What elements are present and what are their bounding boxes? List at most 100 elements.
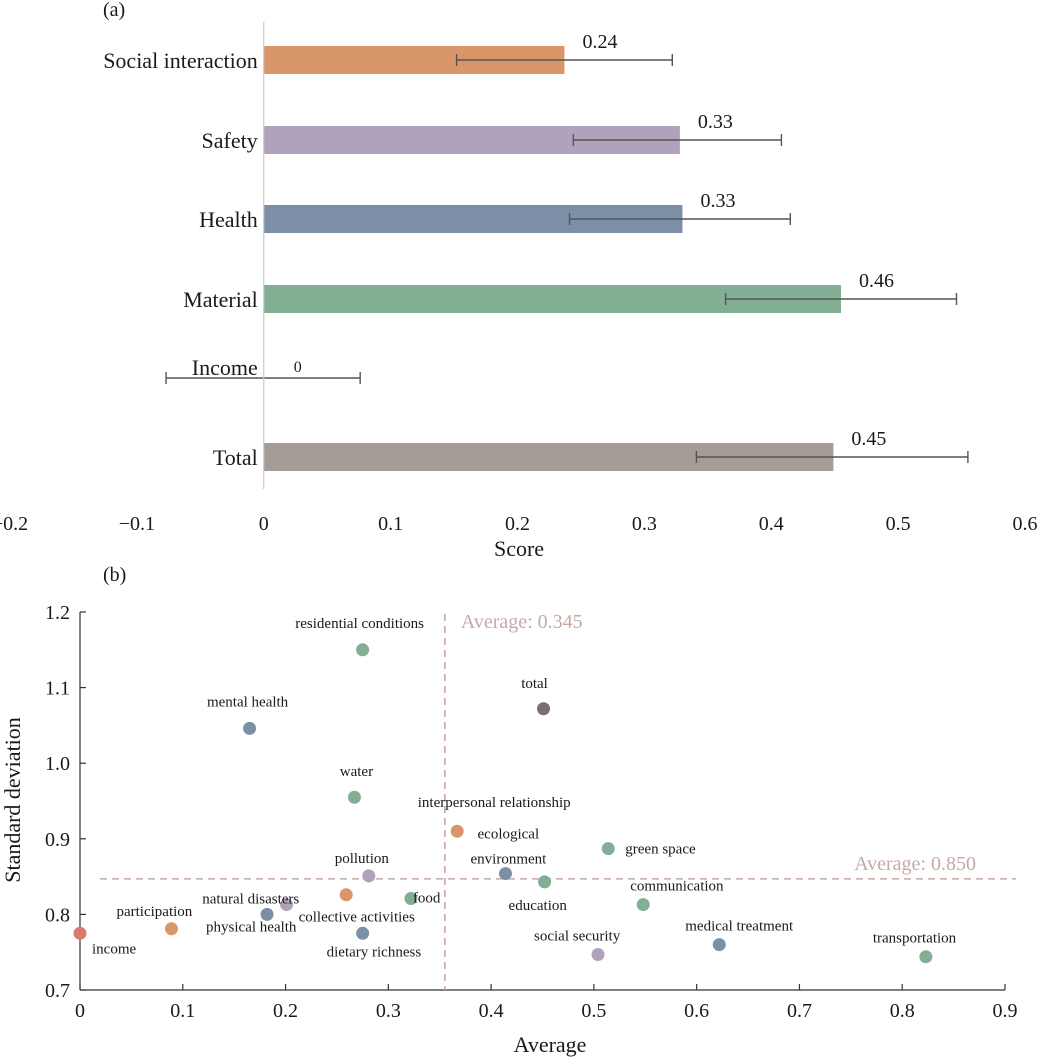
panel-a-bar-chart: (a) Social interaction 0.24 Safety 0.33 Heal… xyxy=(0,0,1038,561)
x-tick-label-b: 0 xyxy=(75,1000,85,1022)
value-label-safety: 0.33 xyxy=(698,111,733,133)
point-label-dietary-richness: dietary richness xyxy=(327,944,422,960)
point-social-security xyxy=(591,947,605,961)
x-tick-label-b: 0.2 xyxy=(273,1000,298,1022)
y-tick-label-b: 1.1 xyxy=(45,678,70,700)
point-interpersonal-relationship xyxy=(450,824,464,838)
point-ecological-environment xyxy=(499,867,512,881)
panel-b-label: (b) xyxy=(103,564,126,586)
bar-labels-group: Social interaction 0.24 Safety 0.33 Health 0.… xyxy=(103,31,894,470)
point-label-interpersonal-relationship: interpersonal relationship xyxy=(418,795,571,811)
y-tick-label-b: 1.2 xyxy=(45,602,70,624)
reference-lines: Average: 0.345 Average: 0.850 xyxy=(100,611,1016,990)
point-label-natural-disasters: natural disasters xyxy=(202,892,299,908)
error-bar-social-interaction xyxy=(455,54,673,66)
axes-b: 0 0.1 0.2 0.3 0.4 0.5 0.6 0.7 0.8 0.9 0.7 0.8 0.9 1.0… xyxy=(45,602,1018,1022)
point-label-food: food xyxy=(413,891,441,907)
error-bar-income xyxy=(165,372,361,384)
point-label-pollution: pollution xyxy=(335,851,390,867)
point-label-medical-treatment: medical treatment xyxy=(685,919,794,935)
point-natural-disasters xyxy=(339,888,353,902)
y-tick-label-b: 0.9 xyxy=(45,829,70,851)
x-tick-label-a: −0.2 xyxy=(0,513,28,535)
x-tick-label-a: 0.1 xyxy=(378,513,403,535)
error-bar-material xyxy=(724,293,958,305)
y-tick-label-b: 0.7 xyxy=(45,980,70,1002)
x-tick-label-a: 0 xyxy=(259,513,269,535)
error-bar-health xyxy=(568,213,791,225)
point-label-physical-health: physical health xyxy=(206,919,297,935)
point-label-residential-conditions: residential conditions xyxy=(295,616,424,632)
point-label-income: income xyxy=(92,941,136,957)
y-axis-title-b: Standard deviation xyxy=(0,717,25,883)
x-tick-label-a: 0.6 xyxy=(1013,513,1038,535)
category-label-material: Material xyxy=(183,287,258,312)
point-transportation xyxy=(919,950,933,964)
y-tick-label-b: 0.8 xyxy=(45,904,70,926)
point-label-mental-health: mental health xyxy=(207,694,289,710)
x-tick-label-b: 0.6 xyxy=(684,1000,709,1022)
bars-group xyxy=(263,46,842,471)
point-participation xyxy=(164,922,178,936)
point-label-social-security: social security xyxy=(534,928,621,944)
points-group xyxy=(73,643,933,964)
x-tick-label-a: −0.1 xyxy=(119,513,155,535)
point-water xyxy=(347,790,361,804)
point-total xyxy=(537,702,551,716)
error-bar-total xyxy=(695,451,969,463)
point-label-collective-activities: collective activities xyxy=(299,910,415,926)
category-label-total: Total xyxy=(213,445,258,470)
category-label-social-interaction: Social interaction xyxy=(103,48,258,73)
value-label-income: 0 xyxy=(294,359,302,376)
point-income xyxy=(73,926,87,940)
panel-a-label: (a) xyxy=(103,0,125,21)
point-label-total: total xyxy=(521,676,548,692)
x-tick-label-a: 0.2 xyxy=(505,513,530,535)
point-collective-activities xyxy=(280,898,294,912)
point-green-space xyxy=(601,842,615,856)
reference-label-vertical: Average: 0.345 xyxy=(461,611,583,633)
panel-b-scatter-plot: (b) 0 0.1 0.2 0.3 0.4 0.5 0.6 0.7 0.8 0.9 0.7 0.8 0.… xyxy=(0,564,1018,1057)
x-axis-title-a: Score xyxy=(494,536,544,561)
point-medical-treatment xyxy=(712,938,726,952)
point-dietary-richness xyxy=(356,926,370,940)
category-label-health: Health xyxy=(199,207,258,232)
point-label-education: education xyxy=(509,898,568,914)
point-label-green-space: green space xyxy=(625,842,696,858)
point-label-communication: communication xyxy=(630,879,724,895)
x-tick-label-a: 0.3 xyxy=(632,513,657,535)
x-tick-label-b: 0.4 xyxy=(479,1000,504,1022)
error-bars-group xyxy=(165,54,969,463)
point-labels-group: residential conditions total mental health… xyxy=(92,616,957,961)
reference-label-horizontal: Average: 0.850 xyxy=(854,853,976,875)
point-food xyxy=(404,892,418,906)
x-axis-title-b: Average xyxy=(514,1032,587,1057)
x-tick-label-b: 0.9 xyxy=(993,1000,1018,1022)
x-tick-label-b: 0.1 xyxy=(170,1000,195,1022)
x-tick-label-a: 0.5 xyxy=(886,513,911,535)
error-bar-safety xyxy=(572,134,783,146)
x-axis-a: −0.2 −0.1 0 0.1 0.2 0.3 0.4 0.5 0.6 xyxy=(0,22,1038,535)
point-pollution xyxy=(362,869,376,883)
value-label-material: 0.46 xyxy=(859,270,894,292)
value-label-total: 0.45 xyxy=(851,428,886,450)
value-label-social-interaction: 0.24 xyxy=(582,31,617,53)
point-mental-health xyxy=(243,721,257,735)
point-label-water: water xyxy=(340,764,373,780)
category-label-safety: Safety xyxy=(202,128,258,153)
point-label-participation: participation xyxy=(116,904,192,920)
x-tick-label-b: 0.7 xyxy=(787,1000,812,1022)
x-tick-label-b: 0.8 xyxy=(890,1000,915,1022)
category-label-income: Income xyxy=(192,355,258,380)
point-communication xyxy=(636,898,650,912)
x-tick-label-a: 0.4 xyxy=(759,513,784,535)
point-label-ecological-environment: ecological environment xyxy=(471,827,548,868)
point-label-transportation: transportation xyxy=(873,931,957,947)
value-label-health: 0.33 xyxy=(700,190,735,212)
point-physical-health xyxy=(260,907,274,921)
point-education xyxy=(538,875,552,889)
x-tick-label-b: 0.3 xyxy=(376,1000,401,1022)
point-residential-conditions xyxy=(356,643,370,657)
y-tick-label-b: 1.0 xyxy=(45,753,70,775)
